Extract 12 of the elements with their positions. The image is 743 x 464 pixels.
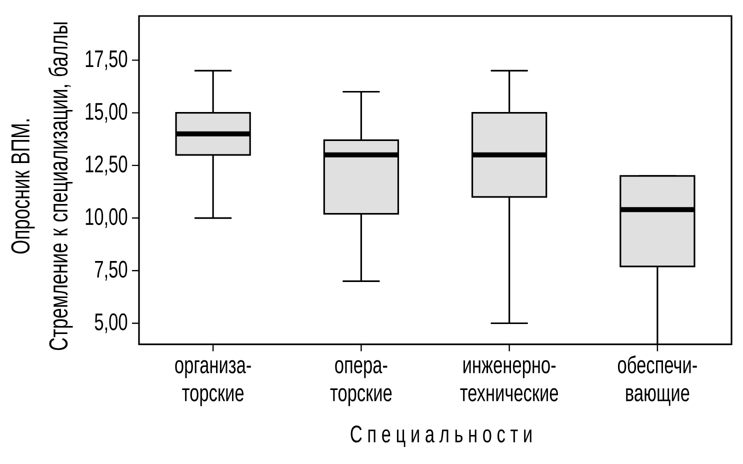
y-tick-label: 7,50: [95, 260, 128, 281]
y-tick-label: 17,50: [86, 50, 128, 70]
x-tick-label: организа-торские: [175, 360, 251, 406]
y-axis-title: Опросник ВПМ. Стремление к специализации, баллы: [11, 22, 73, 350]
y-tick-label: 5,00: [94, 313, 128, 334]
x-axis-title: С п е ц и а л ь н о с т и: [350, 425, 532, 448]
x-tick-label: инженерно-технические: [460, 360, 558, 402]
y-tick-label: 10,00: [86, 208, 128, 228]
x-tick-label: опера-торские: [330, 360, 392, 406]
y-tick-label: 15,00: [86, 102, 128, 123]
y-tick-label: 12,50: [86, 155, 128, 176]
x-tick-label: обеспечи-вающие: [618, 355, 697, 406]
